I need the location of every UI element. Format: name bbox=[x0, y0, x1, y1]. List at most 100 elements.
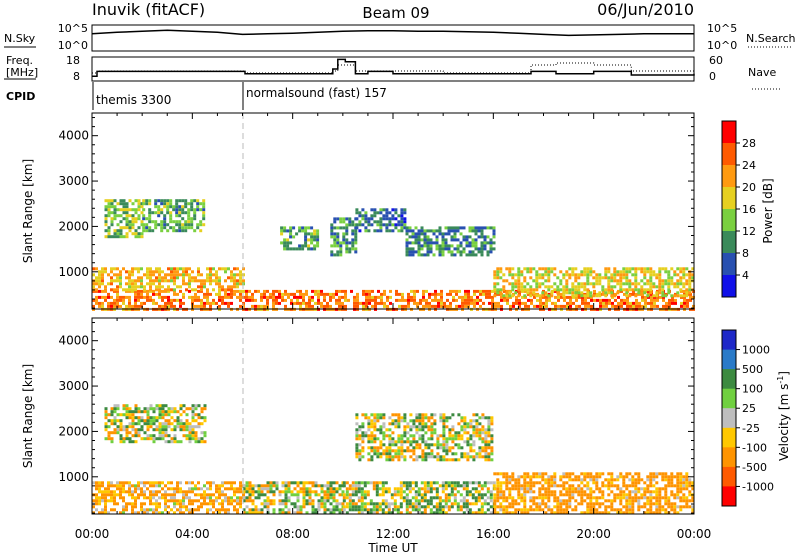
velocity-cell bbox=[445, 440, 449, 444]
power-cell bbox=[491, 289, 494, 293]
power-cell bbox=[587, 304, 590, 308]
power-cell bbox=[616, 270, 620, 274]
power-cell bbox=[113, 229, 117, 233]
velocity-cell bbox=[152, 490, 155, 494]
velocity-cell bbox=[358, 428, 362, 432]
velocity-cell bbox=[432, 481, 436, 485]
power-cell bbox=[542, 295, 545, 299]
velocity-cell bbox=[628, 478, 632, 482]
power-cell bbox=[330, 253, 334, 257]
power-cell bbox=[493, 294, 497, 298]
velocity-cell bbox=[113, 493, 116, 497]
velocity-cell bbox=[197, 493, 200, 497]
velocity-cell bbox=[676, 487, 680, 491]
velocity-cell bbox=[107, 425, 111, 429]
power-cell bbox=[508, 267, 512, 271]
power-cell bbox=[605, 301, 608, 305]
velocity-cell bbox=[152, 493, 155, 497]
velocity-cell bbox=[382, 425, 386, 429]
power-cell bbox=[239, 276, 242, 280]
velocity-cell bbox=[604, 511, 608, 515]
power-cell bbox=[480, 226, 484, 230]
velocity-cell bbox=[378, 487, 382, 491]
power-cell bbox=[571, 288, 575, 292]
power-cell bbox=[119, 226, 123, 230]
velocity-cell bbox=[101, 511, 104, 515]
power-cell bbox=[637, 282, 641, 286]
velocity-cell bbox=[403, 413, 407, 417]
power-cell bbox=[680, 295, 683, 299]
velocity-cell bbox=[384, 505, 388, 509]
velocity-cell bbox=[462, 481, 466, 485]
power-cell bbox=[544, 285, 548, 289]
velocity-cell bbox=[128, 481, 131, 485]
velocity-cell bbox=[366, 490, 370, 494]
velocity-cell bbox=[417, 487, 421, 491]
velocity-cell bbox=[293, 505, 297, 509]
power-cell bbox=[296, 298, 299, 302]
power-cell bbox=[548, 295, 551, 299]
power-cell bbox=[200, 304, 203, 308]
velocity-cell bbox=[589, 478, 593, 482]
velocity-cell bbox=[164, 484, 167, 488]
power-cell bbox=[131, 273, 134, 277]
power-cell bbox=[178, 220, 182, 224]
power-cell bbox=[361, 214, 365, 218]
velocity-cell bbox=[358, 443, 362, 447]
power-cell bbox=[515, 295, 518, 299]
velocity-cell bbox=[329, 511, 333, 515]
velocity-cell bbox=[275, 487, 279, 491]
velocity-cell bbox=[556, 496, 560, 500]
velocity-cell bbox=[486, 502, 490, 506]
power-cell bbox=[377, 301, 380, 305]
power-cell bbox=[497, 304, 500, 308]
velocity-cell bbox=[475, 455, 479, 459]
velocity-cell bbox=[203, 431, 207, 435]
velocity-cell bbox=[483, 499, 487, 503]
velocity-cell bbox=[137, 407, 141, 411]
power-cell bbox=[190, 226, 194, 230]
velocity-cell bbox=[125, 416, 129, 420]
power-cell bbox=[647, 301, 650, 305]
velocity-cell bbox=[520, 496, 524, 500]
power-cell bbox=[586, 288, 590, 292]
power-cell bbox=[224, 288, 227, 292]
velocity-cell bbox=[152, 440, 156, 444]
velocity-cell bbox=[188, 499, 191, 503]
velocity-cell bbox=[643, 487, 647, 491]
velocity-cell bbox=[266, 490, 270, 494]
power-cell bbox=[688, 288, 692, 292]
velocity-cell bbox=[140, 481, 143, 485]
velocity-cell bbox=[317, 505, 321, 509]
velocity-cell bbox=[170, 407, 174, 411]
velocity-cell bbox=[152, 496, 155, 500]
power-cell bbox=[161, 270, 164, 274]
velocity-cell bbox=[502, 490, 506, 494]
velocity-cell bbox=[661, 478, 665, 482]
velocity-cell bbox=[628, 472, 632, 476]
velocity-cell bbox=[388, 452, 392, 456]
power-cell bbox=[634, 288, 638, 292]
velocity-cell bbox=[248, 484, 252, 488]
velocity-cell bbox=[586, 502, 590, 506]
velocity-cell bbox=[607, 505, 611, 509]
power-cell bbox=[435, 247, 439, 251]
power-cell bbox=[435, 229, 439, 233]
power-cell bbox=[405, 244, 409, 248]
velocity-cell bbox=[397, 413, 401, 417]
velocity-cell bbox=[442, 422, 446, 426]
velocity-cell bbox=[568, 499, 572, 503]
velocity-cell bbox=[441, 508, 445, 512]
power-cell bbox=[348, 250, 352, 254]
velocity-cell bbox=[206, 481, 209, 485]
velocity-cell bbox=[92, 481, 95, 485]
power-cell bbox=[667, 288, 671, 292]
power-cell bbox=[119, 270, 122, 274]
power-cell bbox=[440, 295, 443, 299]
power-cell bbox=[299, 289, 302, 293]
power-cell bbox=[441, 247, 445, 251]
power-cell bbox=[550, 285, 554, 289]
velocity-cell bbox=[577, 487, 581, 491]
velocity-cell bbox=[358, 437, 362, 441]
velocity-cell bbox=[478, 452, 482, 456]
